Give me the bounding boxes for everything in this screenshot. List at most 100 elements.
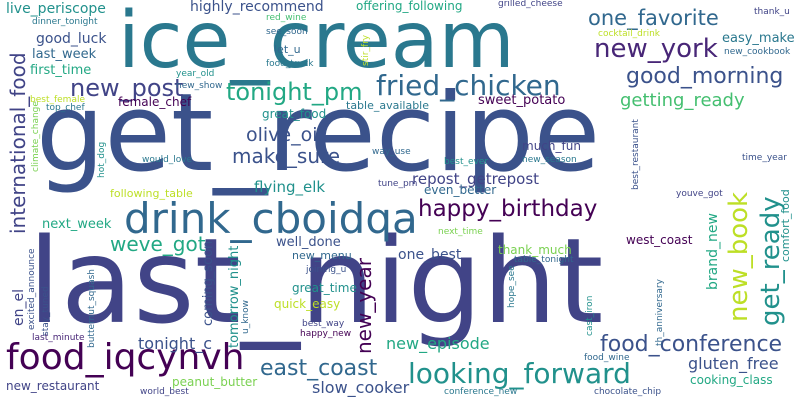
- word-thank-u: thank_u: [754, 7, 790, 17]
- word-thank-much: thank_much: [498, 243, 572, 257]
- word-would-love: would_love: [142, 155, 193, 165]
- word-fried-chicken: fried_chicken: [376, 69, 561, 102]
- word-tonight-pm: tonight_pm: [226, 78, 363, 106]
- word-sweet-potato: sweet_potato: [478, 93, 566, 108]
- word-dinner-tonight: dinner_tonight: [32, 17, 98, 27]
- word-food-truck: food_truck: [266, 59, 314, 69]
- word-happy-new: happy_new: [300, 329, 352, 339]
- word-comfort-food: comfort_food: [779, 189, 792, 262]
- word-gluten-free: gluten_free: [688, 354, 779, 373]
- word-hot-dog: hot_dog: [97, 141, 107, 178]
- word-easy-make: easy_make: [722, 31, 795, 46]
- word-one-best: one_best: [398, 247, 462, 263]
- word-best-restaurant: best_restaurant: [631, 119, 641, 190]
- word-butternut-squash: butternut_squash: [87, 268, 97, 348]
- word-let-u: let_u: [274, 43, 301, 56]
- word-stir-fry: stir_fry: [361, 34, 371, 66]
- word-next-week: next_week: [42, 217, 112, 232]
- word-new-york: new_york: [594, 34, 718, 64]
- word-great-food: great_food: [262, 107, 327, 121]
- word-weve-got: weve_got: [110, 232, 206, 256]
- word-one-favorite: one_favorite: [588, 6, 719, 30]
- word-grilled-cheese: grilled_cheese: [498, 0, 563, 9]
- word-last-night: last_night: [28, 212, 604, 350]
- word-best-female: best_female: [30, 95, 85, 105]
- word-well-done: well_done: [276, 235, 341, 250]
- word-get-recipe: get_recipe: [36, 71, 601, 196]
- word-excited-announce: excited_announce: [27, 248, 37, 330]
- word-new-restaurant: new_restaurant: [6, 379, 100, 393]
- word-chocolate-chip: chocolate_chip: [594, 387, 662, 397]
- word-highly-recommend: highly_recommend: [190, 0, 324, 15]
- word-flying-elk: flying_elk: [254, 178, 326, 196]
- word-much-fun: much_fun: [522, 139, 581, 153]
- word-first-time: first_time: [30, 63, 92, 78]
- word-new-post: new_post: [70, 74, 184, 102]
- word-west-coast: west_coast: [626, 233, 693, 247]
- word-even-better: even_better: [424, 183, 497, 197]
- word-en-el: en_el: [11, 289, 27, 326]
- word-tonight-c: tonight_c: [138, 334, 213, 353]
- word-repost-getrepost: repost_getrepost: [412, 170, 540, 188]
- word-youve-got: youve_got: [676, 189, 723, 199]
- word-new-cookbook: new_cookbook: [724, 47, 791, 57]
- word-good-morning: good_morning: [626, 64, 784, 89]
- word-cocktail-drink: cocktail_drink: [598, 29, 660, 39]
- word-slow-cooker: slow_cooker: [312, 378, 410, 397]
- word-joining-u: joining_u: [306, 265, 347, 275]
- word-red-wine: red_wine: [266, 13, 307, 23]
- word-happy-birthday: happy_birthday: [418, 196, 598, 222]
- word-quick-easy: quick_easy: [274, 297, 341, 311]
- word-new-year: new_year: [352, 258, 376, 354]
- word-see-soon: see_soon: [266, 27, 308, 37]
- word-world-best: world_best: [140, 387, 189, 397]
- word-time-year: time_year: [742, 153, 787, 163]
- word-following-table: following_table: [110, 187, 193, 200]
- word-next-time: next_time: [438, 227, 483, 237]
- word-climate-change: climate_change: [31, 101, 41, 172]
- word-last-minute: last_minute: [32, 333, 85, 343]
- word-getting-ready: getting_ready: [620, 90, 745, 111]
- word-conference-new: conference_new: [444, 387, 518, 397]
- word-ice-cream: ice_cream: [118, 0, 515, 86]
- word-live-periscope: live_periscope: [6, 1, 106, 17]
- word-drink-cboidqa: drink_cboidqa: [124, 194, 418, 243]
- word-food-wine: food_wine: [584, 353, 630, 363]
- word-food-iqcynvh: food_iqcynvh: [6, 337, 245, 378]
- word-new-menu: new_menu: [292, 249, 352, 262]
- word-great-time: great_time: [292, 281, 357, 295]
- word-peanut-butter: peanut_butter: [172, 375, 258, 389]
- word-international-food: international_food: [6, 52, 30, 234]
- word-offering-following: offering_following: [356, 0, 463, 13]
- word-hope-see: hope_see: [507, 265, 517, 308]
- word-tomorrow-night: tomorrow_night: [227, 245, 242, 348]
- word-brand-new: brand_new: [705, 213, 721, 290]
- word-good-luck: good_luck: [36, 31, 107, 47]
- word-make-sure: make_sure: [232, 144, 341, 168]
- word-table-available: table_available: [346, 99, 430, 112]
- word-east-coast: east_coast: [260, 356, 378, 381]
- word-th-anniversary: th_anniversary: [655, 279, 665, 346]
- word-last-week: last_week: [32, 47, 97, 62]
- word-top-chef: top_chef: [46, 103, 85, 113]
- word-coming-soon: coming_soon: [201, 240, 216, 326]
- word-cast-iron: cast_iron: [585, 295, 595, 336]
- word-u-know: u_know: [241, 300, 251, 334]
- word-food-conference: food_conference: [600, 332, 783, 357]
- word-best-ever: best_ever: [444, 157, 489, 167]
- word-female-chef: female_chef: [118, 95, 192, 109]
- word-cooking-class: cooking_class: [690, 373, 773, 387]
- word-looking-forward: looking_forward: [408, 357, 631, 390]
- word-year-old: year_old: [176, 69, 215, 79]
- word-best-way: best_way: [302, 319, 345, 329]
- word-new-episode: new_episode: [386, 334, 490, 353]
- word-way-use: way_use: [372, 147, 411, 157]
- word-new-book: new_book: [724, 191, 754, 322]
- word-tune-pm: tune_pm: [378, 179, 418, 189]
- word-stay-tuned: stay_tuned: [41, 286, 51, 336]
- word-new-show: new_show: [176, 81, 223, 91]
- word-table-tonight: table_tonight: [514, 255, 574, 265]
- word-new-season: new_season: [522, 155, 577, 165]
- word-olive-oil: olive_oil: [246, 124, 323, 146]
